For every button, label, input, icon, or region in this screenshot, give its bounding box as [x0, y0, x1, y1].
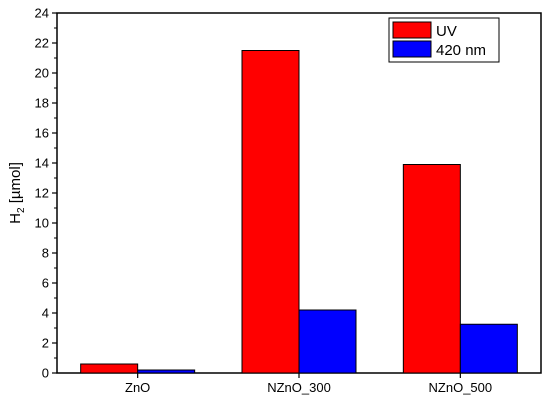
y-tick-label: 20 — [35, 66, 49, 81]
y-tick-label: 2 — [42, 336, 49, 351]
legend-swatch — [392, 21, 432, 39]
x-tick-label: NZnO_300 — [267, 380, 331, 395]
y-tick-label: 10 — [35, 216, 49, 231]
y-tick-label: 14 — [35, 156, 49, 171]
x-tick-label: ZnO — [125, 380, 150, 395]
y-tick-label: 12 — [35, 186, 49, 201]
x-tick-label: NZnO_500 — [429, 380, 493, 395]
bar-uv-nzno_500 — [402, 164, 461, 374]
y-tick-label: 6 — [42, 276, 49, 291]
y-tick-label: 22 — [35, 36, 49, 51]
y-tick-label: 4 — [42, 306, 49, 321]
bar-uv-nzno_300 — [241, 50, 300, 374]
bar-420-nm-nzno_300 — [298, 309, 357, 374]
y-tick-label: 18 — [35, 96, 49, 111]
bar-420-nm-zno — [137, 369, 196, 374]
y-axis-title-main: H — [7, 213, 24, 224]
legend-label: 420 nm — [436, 42, 486, 59]
y-tick-label: 8 — [42, 246, 49, 261]
x-axis: ZnO NZnO_300 NZnO_500 — [125, 373, 492, 395]
legend-label: UV — [436, 23, 457, 40]
y-axis-title: H2 [µmol] — [7, 162, 27, 224]
y-axis-title-subscript: 2 — [16, 207, 27, 213]
y-tick-label: 24 — [35, 6, 49, 21]
y-tick-label: 0 — [42, 366, 49, 381]
bars-group — [80, 50, 518, 374]
legend: UV 420 nm — [388, 17, 500, 63]
y-tick-label: 16 — [35, 126, 49, 141]
bar-420-nm-nzno_500 — [459, 323, 518, 374]
bar-uv-zno — [80, 363, 139, 374]
legend-swatch — [392, 40, 432, 58]
y-axis-title-rest: [µmol] — [7, 162, 24, 207]
